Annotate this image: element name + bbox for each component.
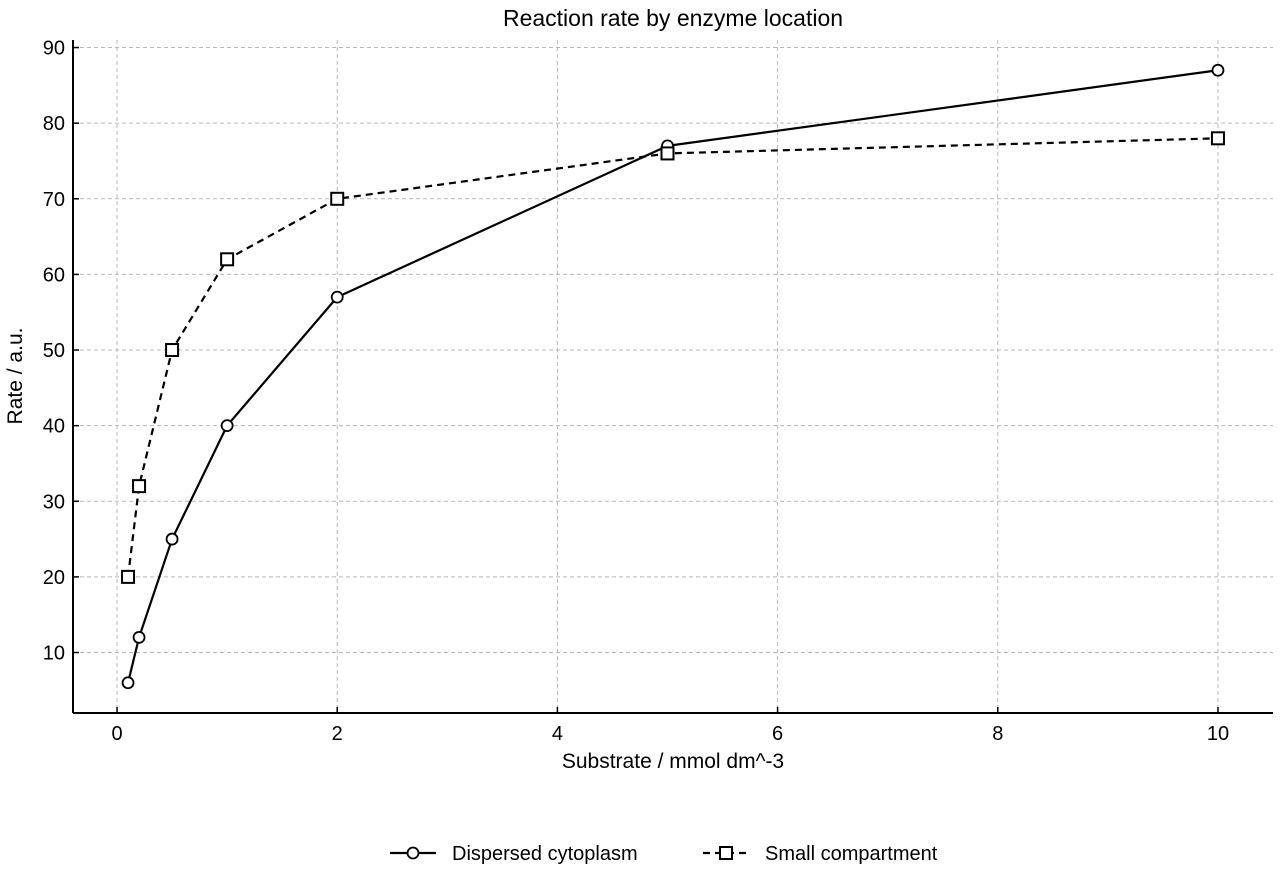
legend-label: Small compartment [765, 843, 938, 865]
data-point [330, 290, 344, 304]
y-tick-label: 60 [43, 264, 65, 286]
y-tick-label: 30 [43, 491, 65, 513]
series-1 [121, 131, 1225, 584]
data-point [1211, 63, 1225, 77]
x-tick-label: 6 [772, 723, 783, 745]
legend-marker [719, 846, 733, 860]
y-tick-label: 20 [43, 567, 65, 589]
y-tick-label: 50 [43, 340, 65, 362]
data-point [1210, 131, 1225, 146]
data-point [132, 479, 147, 494]
x-tick-label: 4 [552, 723, 563, 745]
legend: Dispersed cytoplasm Small compartment [390, 843, 938, 865]
y-tick-label: 90 [43, 38, 65, 60]
y-tick-label: 80 [43, 113, 65, 135]
x-tick-label: 10 [1207, 723, 1229, 745]
legend-marker [406, 846, 420, 860]
series-layer [121, 63, 1225, 690]
series-0 [121, 63, 1225, 690]
data-point [165, 343, 180, 358]
data-point [121, 676, 135, 690]
y-axis-label: Rate / a.u. [4, 328, 27, 425]
x-tick-label: 8 [992, 723, 1003, 745]
data-point [330, 191, 345, 206]
x-ticks: 0 2 4 6 8 10 [111, 707, 1229, 745]
data-point [165, 532, 179, 546]
y-tick-label: 40 [43, 416, 65, 438]
data-point [220, 252, 235, 267]
series-line [126, 137, 1218, 578]
legend-item: Small compartment [703, 843, 938, 865]
data-point [121, 569, 136, 584]
x-tick-label: 0 [111, 723, 122, 745]
x-axis-label: Substrate / mmol dm^-3 [562, 750, 784, 773]
axes: 0 2 4 6 8 10 10 20 30 40 50 60 70 80 90 [43, 38, 1273, 745]
data-point [132, 630, 146, 644]
series-line [126, 69, 1219, 684]
legend-label: Dispersed cytoplasm [452, 843, 638, 865]
x-tick-label: 2 [332, 723, 343, 745]
data-point [220, 419, 234, 433]
chart-title: Reaction rate by enzyme location [503, 5, 843, 31]
data-point [660, 146, 675, 161]
y-tick-label: 10 [43, 643, 65, 665]
grid [73, 40, 1273, 713]
y-tick-label: 70 [43, 189, 65, 211]
y-ticks: 10 20 30 40 50 60 70 80 90 [43, 38, 79, 665]
legend-item: Dispersed cytoplasm [390, 843, 638, 865]
